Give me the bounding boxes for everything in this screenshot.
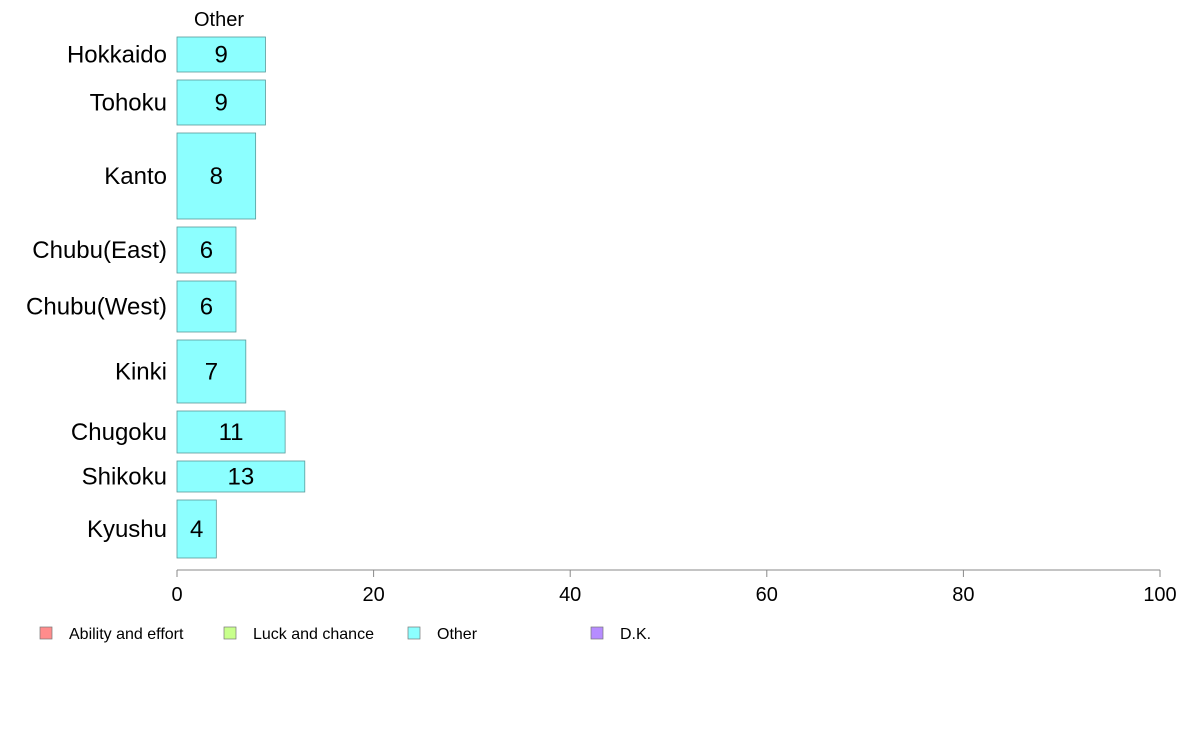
category-label: Hokkaido [67,42,167,69]
legend-swatch [39,626,53,640]
bar-chubu-west- [176,280,237,333]
legend-label: Luck and chance [253,626,374,643]
category-label: Chubu(West) [26,294,167,321]
legend-label: Ability and effort [69,626,184,643]
x-tick-label: 80 [952,584,974,606]
bar-kinki [176,339,247,404]
x-tick-label: 100 [1143,584,1176,606]
x-tick-label: 0 [171,584,182,606]
x-tick-label: 40 [559,584,581,606]
legend-label: D.K. [620,626,651,643]
bar-value-label: 6 [200,294,213,321]
category-label: Kyushu [87,516,167,543]
category-label: Kanto [104,163,167,190]
category-label: Tohoku [90,90,167,117]
category-label: Kinki [115,359,167,386]
bar-value-label: 7 [205,359,218,386]
bar-value-label: 8 [210,163,223,190]
legend-swatch [407,626,421,640]
bar-value-label: 13 [228,464,255,491]
panel-title: Other [194,9,244,31]
bar-value-label: 6 [200,237,213,264]
category-label: Chubu(East) [32,237,167,264]
legend-label: Other [437,626,478,643]
category-label: Chugoku [71,419,167,446]
legend-swatch [223,626,237,640]
bar-chugoku [176,410,286,454]
bar-hokkaido [176,36,266,73]
legend-swatch [590,626,604,640]
bar-kanto [176,132,257,220]
bar-shikoku [176,460,306,493]
bar-tohoku [176,79,266,126]
x-tick-label: 20 [362,584,384,606]
legend: Ability and effort Luck and chance Other D.… [39,626,651,643]
x-tick-label: 60 [756,584,778,606]
bar-value-label: 4 [190,516,203,543]
category-label: Shikoku [82,464,167,491]
bar-kyushu [176,499,217,559]
bar-value-label: 9 [215,90,228,117]
bar-chubu-east- [176,226,237,274]
bar-value-label: 9 [215,42,228,69]
x-axis: 0 20 40 60 80 100 [171,569,1177,606]
bars-group: 9 Hokkaido 9 Tohoku 8 Kanto 6 Chubu(East) 6 Chubu… [26,36,306,559]
bar-value-label: 11 [219,419,244,446]
